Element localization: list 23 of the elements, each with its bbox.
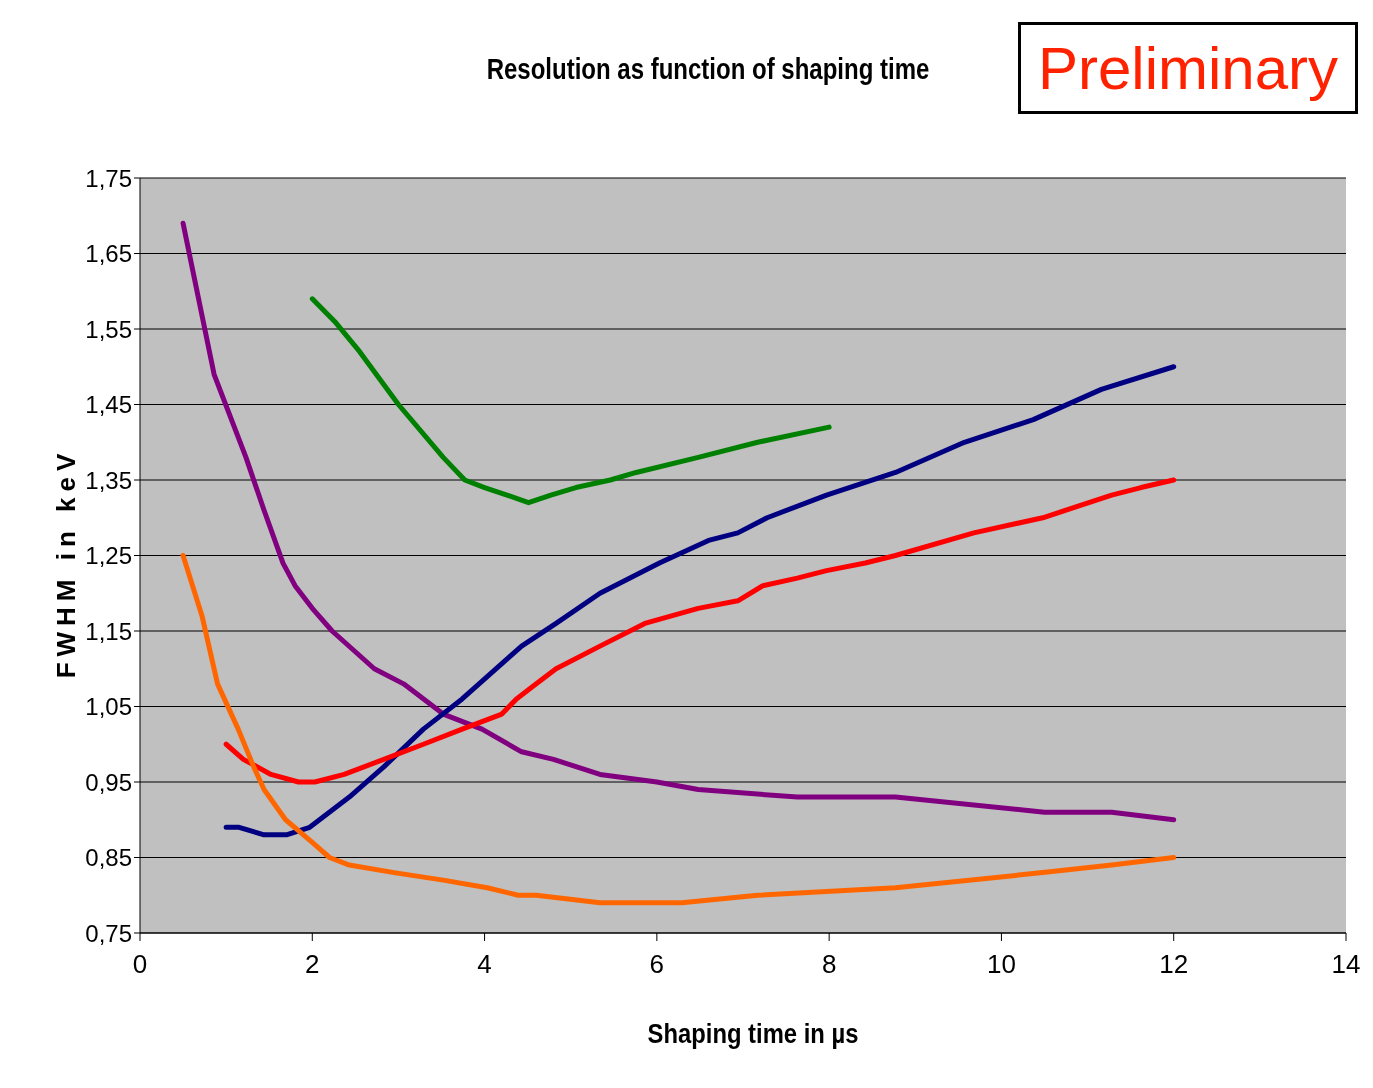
y-tick-label: 1,35 [85, 466, 132, 494]
y-tick-label: 0,75 [85, 919, 132, 947]
y-tick-label: 1,55 [85, 315, 132, 343]
y-tick-label: 1,25 [85, 542, 132, 570]
y-tick-label: 1,65 [85, 240, 132, 268]
y-tick-label: 0,85 [85, 844, 132, 872]
text: Preliminary [1018, 22, 1358, 114]
y-tick-label: 1,75 [85, 164, 132, 192]
chart-title: Resolution as function of shaping time [485, 52, 931, 86]
y-tick-label: 0,95 [85, 768, 132, 796]
x-tick-label: 12 [1159, 949, 1189, 980]
y-tick-label: 1,05 [85, 693, 132, 721]
x-tick-label: 8 [821, 949, 837, 980]
x-tick-label: 0 [132, 949, 148, 980]
x-tick-label: 10 [986, 949, 1016, 980]
x-tick-label: 2 [305, 949, 320, 980]
x-axis-title: Shaping time in µs [646, 1018, 860, 1050]
x-tick-label: 14 [1331, 949, 1361, 980]
y-tick-label: 1,15 [85, 617, 132, 645]
x-tick-label: 6 [649, 949, 665, 980]
y-axis-title: FWHM in keV [50, 447, 82, 679]
y-tick-label: 1,45 [85, 391, 132, 419]
x-tick-label: 4 [477, 949, 492, 980]
